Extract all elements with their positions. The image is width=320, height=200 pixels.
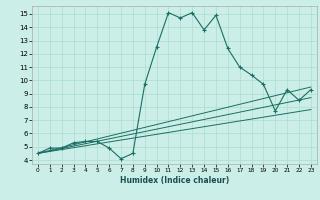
X-axis label: Humidex (Indice chaleur): Humidex (Indice chaleur) [120,176,229,185]
